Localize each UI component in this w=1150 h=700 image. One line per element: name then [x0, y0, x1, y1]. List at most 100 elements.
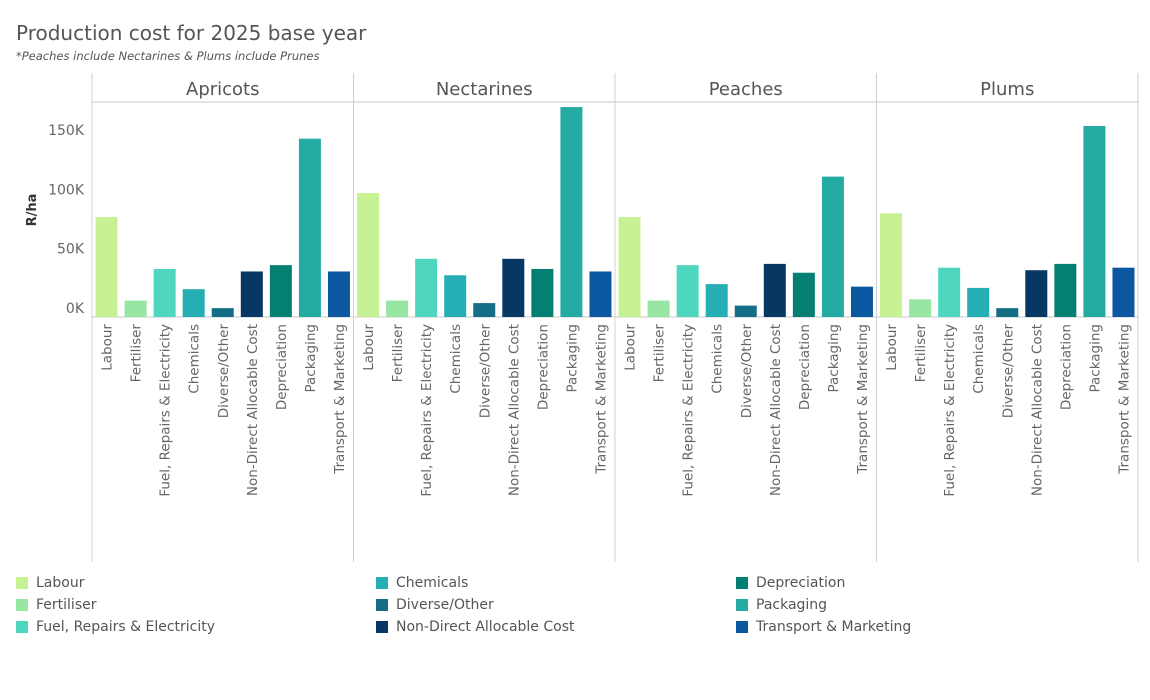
x-tick-label: Depreciation [797, 324, 813, 410]
chart-title: Production cost for 2025 base year [16, 21, 367, 45]
bar-nectarines-4 [473, 303, 496, 317]
bar-peaches-5 [763, 263, 786, 317]
bar-peaches-1 [647, 300, 670, 317]
x-tick-label: Fertiliser [913, 324, 929, 383]
legend-label: Transport & Marketing [756, 619, 912, 635]
legend-label: Packaging [756, 597, 828, 613]
x-tick-label: Diverse/Other [1000, 324, 1016, 419]
x-tick-label: Diverse/Other [216, 324, 232, 419]
legend-swatch [376, 599, 388, 611]
x-tick-label: Depreciation [274, 324, 290, 410]
bar-plums-7 [1083, 126, 1106, 317]
bar-nectarines-3 [444, 275, 467, 317]
x-tick-label: Fertiliser [129, 324, 145, 383]
bar-nectarines-1 [386, 300, 409, 317]
bar-plums-4 [996, 308, 1019, 317]
x-tick-label: Transport & Marketing [332, 324, 348, 475]
x-tick-label: Chemicals [710, 324, 726, 394]
bar-peaches-7 [821, 176, 844, 317]
bar-peaches-6 [792, 272, 815, 317]
x-tick-label: Labour [100, 324, 116, 371]
x-tick-label: Fuel, Repairs & Electricity [942, 324, 958, 497]
bar-plums-2 [938, 267, 961, 317]
x-tick-label: Packaging [564, 324, 580, 393]
x-tick-label: Non-Direct Allocable Cost [245, 324, 261, 496]
x-tick-label: Fertiliser [390, 324, 406, 383]
x-tick-label: Diverse/Other [739, 324, 755, 419]
x-tick-label: Fuel, Repairs & Electricity [158, 324, 174, 497]
bar-apricots-1 [124, 300, 147, 317]
panel-title-peaches: Peaches [709, 79, 783, 100]
x-tick-label: Transport & Marketing [1116, 324, 1132, 475]
bar-apricots-3 [182, 289, 205, 317]
panel-title-nectarines: Nectarines [436, 79, 533, 100]
legend-label: Chemicals [396, 575, 469, 591]
x-tick-label: Non-Direct Allocable Cost [1029, 324, 1045, 496]
bar-nectarines-6 [531, 268, 554, 317]
x-tick-label: Transport & Marketing [593, 324, 609, 475]
y-tick-label: 100K [48, 182, 85, 198]
bar-nectarines-5 [502, 258, 525, 317]
legend-item: Diverse/Other [376, 596, 494, 614]
x-tick-label: Fuel, Repairs & Electricity [681, 324, 697, 497]
legend-label: Labour [36, 575, 85, 591]
bar-nectarines-7 [560, 107, 583, 317]
legend-swatch [16, 621, 28, 633]
x-tick-label: Fuel, Repairs & Electricity [419, 324, 435, 497]
legend: Labour Fertiliser Fuel, Repairs & Electric… [0, 574, 1150, 644]
x-tick-label: Labour [361, 324, 377, 371]
bar-plums-3 [967, 287, 990, 317]
x-tick-label: Labour [623, 324, 639, 371]
x-tick-label: Non-Direct Allocable Cost [768, 324, 784, 496]
x-tick-label: Packaging [826, 324, 842, 393]
x-tick-label: Chemicals [187, 324, 203, 394]
legend-label: Non-Direct Allocable Cost [396, 619, 575, 635]
legend-swatch [736, 621, 748, 633]
legend-item: Labour [16, 574, 84, 592]
legend-swatch [736, 577, 748, 589]
legend-swatch [376, 621, 388, 633]
bar-peaches-2 [676, 265, 699, 317]
legend-item: Transport & Marketing [736, 618, 911, 636]
x-tick-label: Packaging [303, 324, 319, 393]
legend-label: Depreciation [756, 575, 846, 591]
x-tick-label: Fertiliser [652, 324, 668, 383]
panel-title-apricots: Apricots [186, 79, 260, 100]
x-tick-label: Chemicals [971, 324, 987, 394]
bar-plums-0 [880, 213, 903, 317]
bar-peaches-8 [850, 286, 873, 317]
y-axis-label: R/ha [25, 194, 40, 227]
bar-plums-1 [909, 299, 932, 317]
bar-plums-5 [1025, 270, 1048, 317]
bar-nectarines-8 [589, 271, 612, 317]
bar-plums-6 [1054, 263, 1077, 317]
legend-label: Fertiliser [36, 597, 97, 613]
legend-swatch [16, 577, 28, 589]
bar-nectarines-2 [415, 258, 438, 317]
legend-item: Non-Direct Allocable Cost [376, 618, 575, 636]
x-tick-label: Non-Direct Allocable Cost [506, 324, 522, 496]
legend-swatch [736, 599, 748, 611]
bar-nectarines-0 [357, 193, 380, 317]
bar-chart: R/ha 0K 50K 100K 150K Apricots Labour Fertilise… [25, 73, 1139, 562]
bar-apricots-2 [153, 268, 176, 317]
legend-label: Fuel, Repairs & Electricity [36, 619, 216, 635]
legend-swatch [376, 577, 388, 589]
bar-apricots-5 [240, 271, 263, 317]
x-tick-label: Diverse/Other [477, 324, 493, 419]
panel-title-plums: Plums [980, 79, 1034, 100]
x-tick-label: Depreciation [535, 324, 551, 410]
bar-apricots-7 [298, 138, 321, 317]
legend-item: Fuel, Repairs & Electricity [16, 618, 215, 636]
y-tick-label: 150K [48, 123, 85, 139]
chart-subtitle: *Peaches include Nectarines & Plums incl… [16, 49, 320, 63]
bar-apricots-6 [269, 265, 292, 317]
x-tick-label: Chemicals [448, 324, 464, 394]
legend-label: Diverse/Other [396, 597, 494, 613]
bar-apricots-0 [95, 217, 118, 317]
legend-item: Depreciation [736, 574, 845, 592]
x-tick-label: Transport & Marketing [855, 324, 871, 475]
bar-apricots-8 [327, 271, 350, 317]
y-tick-label: 50K [57, 242, 85, 258]
x-tick-label: Packaging [1087, 324, 1103, 393]
